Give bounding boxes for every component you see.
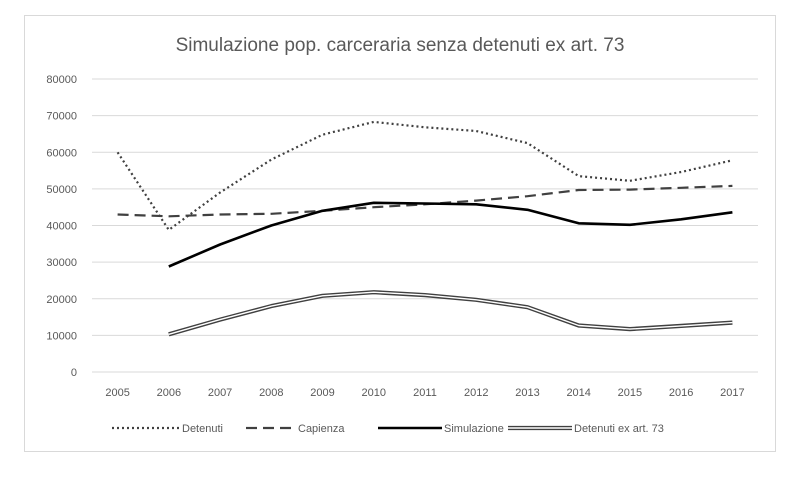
- y-tick-label: 30000: [46, 257, 77, 269]
- legend-label: Simulazione: [444, 423, 504, 435]
- x-tick-label: 2012: [464, 387, 488, 399]
- series-line-capienza: [117, 184, 733, 218]
- x-tick-label: 2005: [105, 387, 129, 399]
- legend-item-detenuti-ex-art-73: Detenuti ex art. 73: [508, 423, 664, 435]
- y-tick-label: 40000: [46, 221, 77, 233]
- legend-item-capienza: Capienza: [246, 423, 345, 435]
- series-lines: [116, 120, 733, 337]
- x-tick-label: 2015: [618, 387, 642, 399]
- y-tick-label: 0: [71, 367, 77, 379]
- y-tick-label: 60000: [46, 147, 77, 159]
- series-line-detenuti: [116, 120, 733, 231]
- x-tick-label: 2008: [259, 387, 283, 399]
- x-tick-label: 2006: [157, 387, 181, 399]
- legend-item-detenuti: Detenuti: [112, 423, 223, 435]
- series-line-detenuti-ex-art-73-inner: [168, 291, 733, 335]
- y-tick-label: 80000: [46, 74, 77, 86]
- x-axis-ticks: 2005 2006 2007 2008 2009 2010 2011 2012 2013 2014…: [105, 387, 744, 399]
- chart-title: Simulazione pop. carceraria senza detenu…: [176, 35, 625, 56]
- legend: Detenuti Capienza Simulazione Detenuti ex a…: [112, 423, 664, 435]
- legend-label: Capienza: [298, 423, 345, 435]
- x-tick-label: 2016: [669, 387, 693, 399]
- x-tick-label: 2010: [362, 387, 386, 399]
- y-tick-label: 20000: [46, 294, 77, 306]
- x-tick-label: 2009: [310, 387, 334, 399]
- legend-item-simulazione: Simulazione: [378, 423, 504, 435]
- y-tick-label: 70000: [46, 111, 77, 123]
- x-tick-label: 2014: [566, 387, 590, 399]
- x-tick-label: 2011: [413, 387, 437, 399]
- y-tick-label: 50000: [46, 184, 77, 196]
- x-tick-label: 2007: [208, 387, 232, 399]
- chart-frame: [24, 15, 776, 452]
- y-axis-ticks: 0 10000 20000 30000 40000 50000 60000 70000 8000…: [46, 74, 77, 379]
- series-line-simulazione: [168, 201, 733, 268]
- legend-label: Detenuti ex art. 73: [574, 423, 664, 435]
- x-tick-label: 2013: [515, 387, 539, 399]
- y-tick-label: 10000: [46, 330, 77, 342]
- x-tick-label: 2017: [720, 387, 744, 399]
- legend-label: Detenuti: [182, 423, 223, 435]
